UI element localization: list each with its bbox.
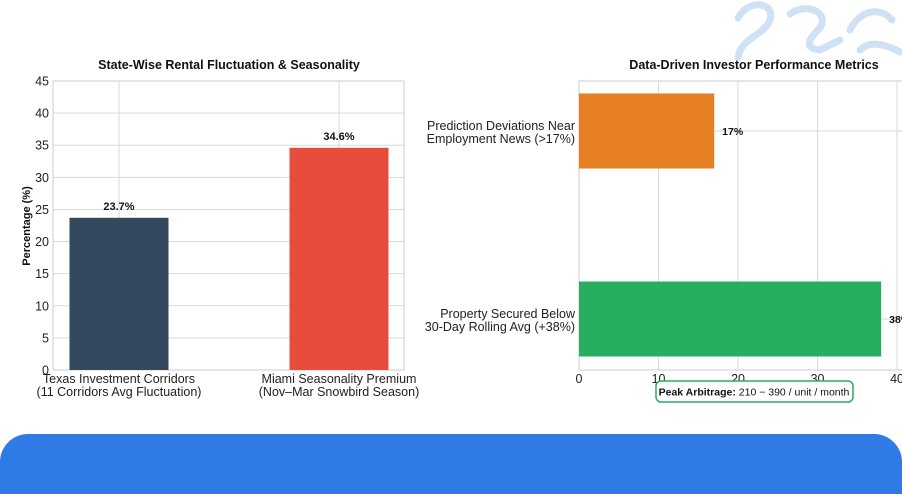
- left-y-tick-label: 5: [42, 331, 49, 345]
- left-x-tick-labels: Texas Investment Corridors(11 Corridors …: [37, 372, 420, 399]
- right-bar: [579, 93, 715, 169]
- right-x-tick-label: 40: [890, 372, 902, 386]
- peak-arbitrage-bold: Peak Arbitrage:: [659, 387, 736, 399]
- left-y-axis-label: Percentage (%): [21, 186, 33, 266]
- right-y-tick-label: Property Secured Below: [440, 307, 576, 321]
- right-bar-data-label: 17%: [722, 126, 744, 138]
- left-y-tick-label: 10: [35, 299, 49, 313]
- right-chart: Data-Driven Investor Performance Metrics…: [425, 58, 902, 403]
- left-x-tick-label: (Nov–Mar Snowbird Season): [259, 385, 420, 399]
- left-y-tick-label: 45: [35, 75, 49, 89]
- left-plot-frame: [52, 80, 405, 371]
- right-y-tick-label: Prediction Deviations Near: [427, 119, 575, 133]
- left-bar: [289, 147, 389, 370]
- left-x-tick-label: Texas Investment Corridors: [43, 372, 195, 386]
- left-y-tick-labels: 0 5 10 15 20 25 30 35 40 45: [35, 75, 49, 378]
- left-bar: [69, 217, 169, 370]
- left-y-tick-label: 30: [35, 171, 49, 185]
- peak-arbitrage-text: Peak Arbitrage: 210 − 390 / unit / month: [659, 387, 850, 399]
- left-y-tick-label: 15: [35, 267, 49, 281]
- right-x-tick-label: 0: [576, 372, 583, 386]
- footer-band: [0, 434, 902, 494]
- right-bar: [579, 281, 882, 357]
- right-bars: 17% 38%: [579, 93, 902, 357]
- right-bar-data-label: 38%: [889, 314, 902, 326]
- left-bar-data-label: 23.7%: [103, 201, 134, 213]
- left-x-tick-label: (11 Corridors Avg Fluctuation): [37, 385, 202, 399]
- left-y-tick-label: 0: [42, 364, 49, 378]
- peak-arbitrage-value: 210 − 390 / unit / month: [736, 387, 850, 399]
- left-bar-data-label: 34.6%: [323, 131, 354, 143]
- left-chart-title: State-Wise Rental Fluctuation & Seasonal…: [98, 58, 360, 72]
- left-chart: State-Wise Rental Fluctuation & Seasonal…: [21, 58, 419, 399]
- right-y-tick-label: Employment News (>17%): [427, 132, 575, 146]
- left-y-tick-label: 40: [35, 107, 49, 121]
- left-y-tick-label: 25: [35, 203, 49, 217]
- left-y-tick-label: 20: [35, 235, 49, 249]
- peak-arbitrage-badge-box: [655, 380, 854, 403]
- right-chart-title: Data-Driven Investor Performance Metrics: [629, 58, 878, 72]
- peak-arbitrage-badge: Peak Arbitrage: 210 − 390 / unit / month: [655, 380, 854, 403]
- charts-canvas: State-Wise Rental Fluctuation & Seasonal…: [21, 58, 902, 403]
- left-bars: 23.7% 34.6%: [69, 131, 389, 370]
- left-x-tick-label: Miami Seasonality Premium: [262, 372, 417, 386]
- left-y-tick-label: 35: [35, 139, 49, 153]
- right-y-tick-label: 30-Day Rolling Avg (+38%): [425, 320, 575, 334]
- right-plot-frame: [578, 80, 902, 371]
- decorative-curves-graphic: [734, 1, 902, 60]
